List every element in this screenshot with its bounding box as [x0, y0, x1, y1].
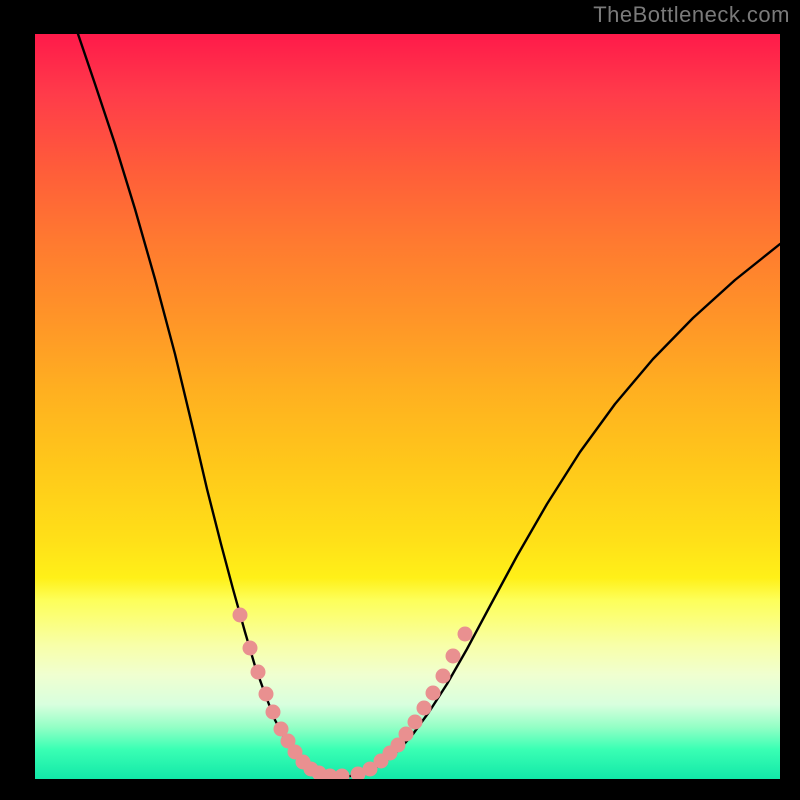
data-point-marker	[436, 669, 451, 684]
watermark-text: TheBottleneck.com	[593, 2, 790, 28]
data-point-marker	[259, 687, 274, 702]
data-point-marker	[335, 769, 350, 780]
chart-overlay-svg	[35, 34, 780, 779]
data-point-marker	[243, 641, 258, 656]
plot-area	[35, 34, 780, 779]
data-point-marker	[266, 705, 281, 720]
data-point-marker	[417, 701, 432, 716]
data-point-marker	[399, 727, 414, 742]
data-point-marker	[426, 686, 441, 701]
data-point-marker	[408, 715, 423, 730]
data-point-marker	[446, 649, 461, 664]
bottleneck-curve	[78, 34, 780, 777]
data-point-marker	[251, 665, 266, 680]
data-point-marker	[458, 627, 473, 642]
curve-markers	[233, 608, 473, 780]
data-point-marker	[233, 608, 248, 623]
